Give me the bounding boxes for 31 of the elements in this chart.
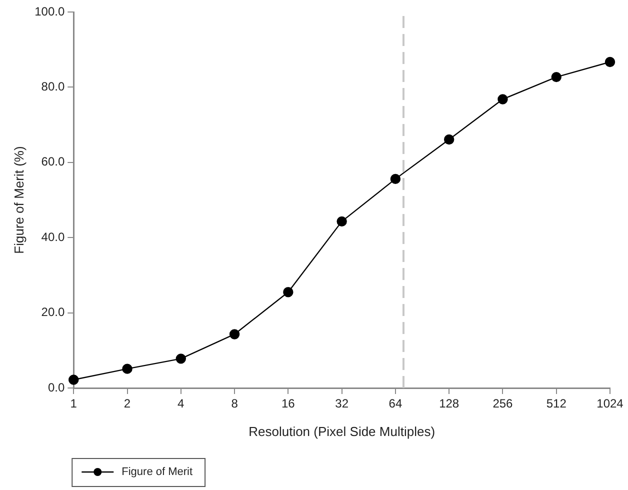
y-tick-label: 100.0: [34, 4, 65, 18]
y-tick-label: 0.0: [48, 380, 65, 394]
x-tick-label: 8: [231, 396, 238, 411]
point: [604, 56, 616, 68]
point: [176, 354, 186, 364]
x-tick-label: 1: [70, 396, 78, 411]
y-tick-label: 60.0: [41, 154, 65, 169]
y-axis-title: Figure of Merit (%): [11, 146, 26, 254]
legend-label: Figure of Merit: [122, 466, 193, 478]
point: [229, 329, 240, 340]
y-tick-label: 80.0: [41, 80, 65, 94]
x-tick-label: 16: [282, 396, 296, 411]
y-tick-label: 40.0: [41, 230, 65, 244]
x-tick-label: 512: [546, 396, 567, 411]
point: [390, 174, 401, 184]
point: [551, 72, 562, 82]
point: [444, 134, 454, 145]
x-tick-label: 4: [178, 396, 185, 411]
x-tick-label: 256: [492, 396, 514, 411]
point: [68, 374, 79, 385]
point: [336, 216, 347, 227]
point: [122, 364, 132, 374]
x-tick-label: 2: [124, 396, 131, 411]
x-tick-label: 32: [335, 396, 349, 411]
y-tick-label: 20.0: [41, 305, 65, 320]
point: [498, 94, 508, 104]
point: [283, 287, 294, 298]
x-tick-label: 1024: [596, 396, 624, 411]
x-tick-label: 128: [439, 396, 460, 411]
x-axis-title: Resolution (Pixel Side Multiples): [248, 424, 436, 439]
x-tick-label: 64: [388, 396, 402, 411]
